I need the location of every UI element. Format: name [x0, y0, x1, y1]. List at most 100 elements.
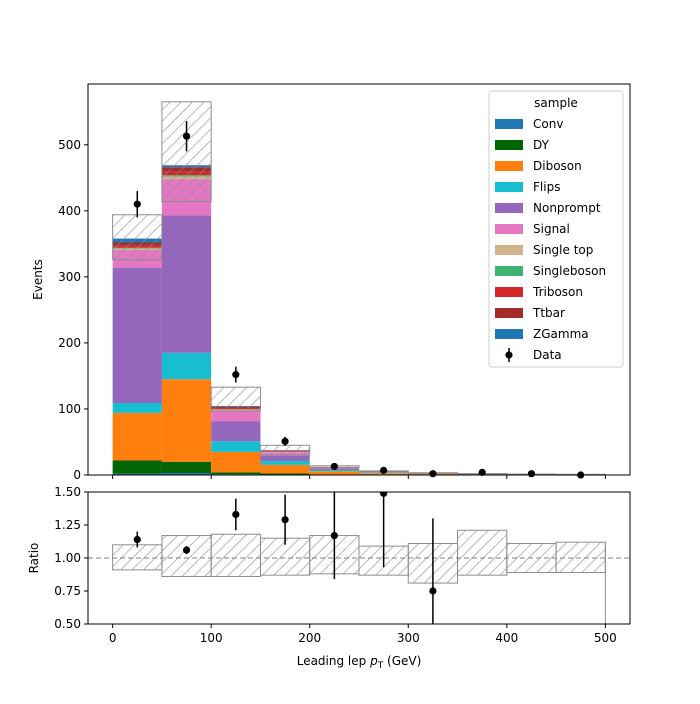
bar — [113, 268, 162, 403]
bar — [211, 472, 260, 474]
legend-swatch — [495, 203, 523, 213]
bar — [211, 452, 260, 472]
y-tick-label: 300 — [58, 270, 81, 284]
bar — [162, 353, 211, 379]
data-point — [232, 371, 239, 378]
legend-label: Data — [533, 348, 562, 362]
y-tick-label: 400 — [58, 204, 81, 218]
legend-label: Diboson — [533, 159, 582, 173]
data-point — [134, 201, 141, 208]
ratio-band-bin — [113, 545, 162, 570]
y-tick-label: 1.50 — [54, 485, 81, 499]
ratio-y-axis-label: Ratio — [27, 543, 41, 574]
y-tick-label: 0 — [73, 468, 81, 482]
x-axis-label: Leading lep pT (GeV) — [297, 654, 422, 671]
legend-entry: DY — [495, 138, 550, 152]
bar — [211, 410, 260, 421]
legend-entry: Singleboson — [495, 264, 606, 278]
main-y-axis-label: Events — [31, 259, 45, 300]
legend-swatch — [495, 329, 523, 339]
x-tick-label: 0 — [109, 631, 117, 645]
legend-swatch — [495, 119, 523, 129]
ratio-band — [113, 530, 606, 624]
bar — [310, 470, 359, 471]
legend-label: ZGamma — [533, 327, 589, 341]
data-point — [429, 470, 436, 477]
bar — [260, 456, 309, 461]
x-tick-label: 200 — [298, 631, 321, 645]
legend-label: Ttbar — [532, 306, 565, 320]
bar — [113, 403, 162, 413]
legend-label: DY — [533, 138, 550, 152]
y-tick-label: 100 — [58, 402, 81, 416]
y-tick-label: 1.00 — [54, 551, 81, 565]
data-point — [331, 463, 338, 470]
legend-swatch — [495, 182, 523, 192]
legend-swatch — [495, 140, 523, 150]
bar — [260, 461, 309, 465]
data-point — [281, 438, 288, 445]
ratio-x-axis: 0 100 200 300 400 500 — [109, 624, 617, 645]
legend-entry: ZGamma — [495, 327, 589, 341]
ratio-band-bin — [162, 536, 211, 577]
x-tick-label: 100 — [200, 631, 223, 645]
bar — [113, 460, 162, 473]
y-tick-label: 500 — [58, 138, 81, 152]
legend-entry: Nonprompt — [495, 201, 601, 215]
legend-label: Signal — [533, 222, 570, 236]
ratio-point — [281, 516, 288, 523]
legend-swatch — [495, 224, 523, 234]
bar — [162, 215, 211, 352]
legend-data-marker — [505, 351, 512, 358]
x-tick-label: 400 — [495, 631, 518, 645]
ratio-band-bin — [556, 542, 605, 572]
legend-label: Triboson — [532, 285, 583, 299]
legend-entry: Signal — [495, 222, 570, 236]
y-tick-label: 0.50 — [54, 617, 81, 631]
legend-swatch — [495, 245, 523, 255]
legend-label: Single top — [533, 243, 593, 257]
bar — [310, 471, 359, 474]
ratio-point — [183, 546, 190, 553]
bar — [113, 413, 162, 461]
uncertainty-band-bin — [211, 387, 260, 411]
legend-entry: Diboson — [495, 159, 582, 173]
legend-swatch — [495, 287, 523, 297]
bar — [162, 462, 211, 473]
x-tick-label: 300 — [397, 631, 420, 645]
legend-label: Nonprompt — [533, 201, 601, 215]
legend-swatch — [495, 161, 523, 171]
x-tick-label: 500 — [594, 631, 617, 645]
data-point — [380, 467, 387, 474]
legend: sample Conv DY Diboson Flips Nonprompt Signal S… — [489, 91, 623, 367]
bar — [211, 422, 260, 442]
y-tick-label: 0.75 — [54, 584, 81, 598]
y-tick-label: 1.25 — [54, 518, 81, 532]
bar — [260, 465, 309, 474]
data-point — [528, 470, 535, 477]
legend-label: Singleboson — [533, 264, 606, 278]
legend-label: Conv — [533, 117, 563, 131]
legend-entry: Triboson — [495, 285, 583, 299]
legend-entry: Single top — [495, 243, 593, 257]
data-point — [183, 133, 190, 140]
uncertainty-band-bin — [162, 102, 211, 202]
legend-swatch — [495, 308, 523, 318]
uncertainty-band-bin — [260, 445, 309, 455]
uncertainty-band-bin — [113, 215, 162, 260]
ratio-band-bin — [211, 534, 260, 576]
ratio-point — [429, 587, 436, 594]
series-diboson — [113, 379, 606, 475]
ratio-point — [331, 532, 338, 539]
legend-label: Flips — [533, 180, 560, 194]
bar — [211, 441, 260, 452]
bar — [162, 379, 211, 462]
ratio-band-bin — [458, 530, 507, 575]
y-tick-label: 200 — [58, 336, 81, 350]
ratio-y-axis: 0.50 0.75 1.00 1.25 1.50 Ratio — [27, 485, 88, 631]
ratio-point — [232, 511, 239, 518]
legend-swatch — [495, 266, 523, 276]
legend-title: sample — [534, 96, 578, 110]
